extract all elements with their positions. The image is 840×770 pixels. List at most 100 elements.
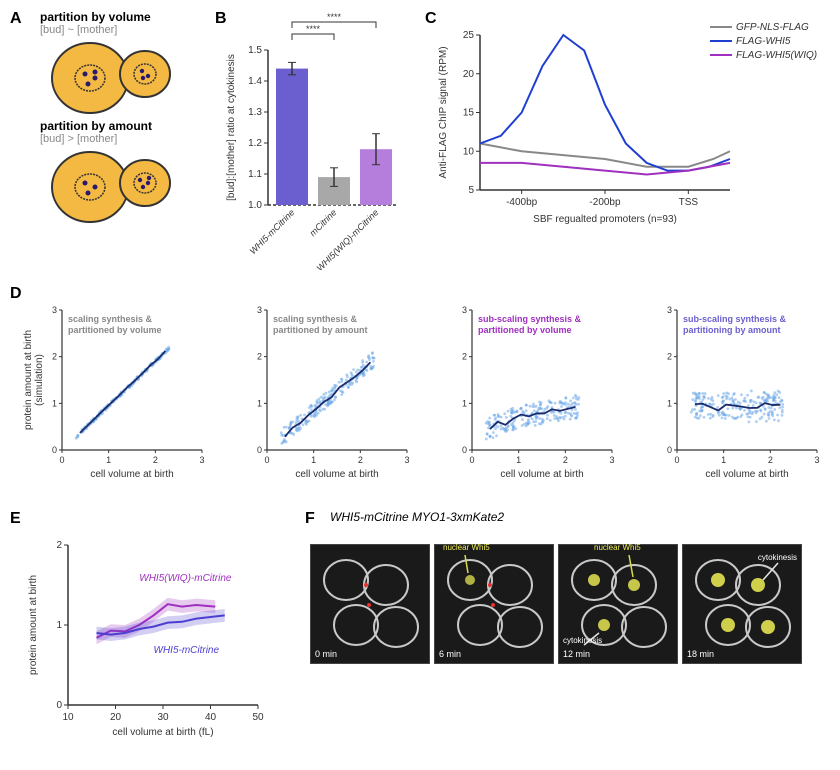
svg-text:2: 2 [56,540,62,551]
svg-text:2: 2 [768,455,773,465]
micrograph-1: nuclear Whi5 6 min [434,544,554,664]
cell-diagram-2 [40,145,200,225]
svg-text:scaling synthesis &: scaling synthesis & [68,314,153,324]
micrograph-3: cytokinesis 18 min [682,544,802,664]
svg-text:2: 2 [153,455,158,465]
svg-text:5: 5 [468,185,474,196]
svg-text:0: 0 [52,445,57,455]
svg-text:40: 40 [205,712,217,723]
svg-text:scaling synthesis &: scaling synthesis & [273,314,358,324]
svg-text:FLAG-WHI5(WIQ): FLAG-WHI5(WIQ) [736,50,817,61]
svg-text:2: 2 [667,352,672,362]
f-time-2: 12 min [563,649,590,659]
svg-text:1.0: 1.0 [248,200,262,211]
svg-text:GFP-NLS-FLAG: GFP-NLS-FLAG [736,22,809,33]
f-time-3: 18 min [687,649,714,659]
f-title: WHI5-mCitrine MYO1-3xmKate2 [330,510,810,524]
svg-text:3: 3 [609,455,614,465]
svg-text:sub-scaling synthesis &: sub-scaling synthesis & [683,314,787,324]
svg-text:1.2: 1.2 [248,138,262,149]
svg-text:1.1: 1.1 [248,169,262,180]
svg-text:cell volume at birth (fL): cell volume at birth (fL) [112,727,213,738]
svg-text:0: 0 [264,455,269,465]
svg-text:(simulation): (simulation) [34,354,45,406]
svg-text:FLAG-WHI5: FLAG-WHI5 [736,36,791,47]
svg-text:1.4: 1.4 [248,76,262,87]
svg-text:cell volume at birth: cell volume at birth [295,469,378,480]
svg-text:mCitrine: mCitrine [308,207,339,238]
svg-text:1: 1 [56,620,62,631]
svg-text:SBF regualted promoters (n=93): SBF regualted promoters (n=93) [533,214,677,225]
f-lbl-cyto-3: cytokinesis [758,553,797,562]
svg-text:cell volume at birth: cell volume at birth [705,469,788,480]
svg-text:30: 30 [157,712,169,723]
svg-text:1: 1 [516,455,521,465]
svg-text:2: 2 [462,352,467,362]
micrograph-0: 0 min [310,544,430,664]
panel-a: partition by volume [bud] ~ [mother] par… [20,10,210,228]
svg-text:0: 0 [469,455,474,465]
svg-text:0: 0 [667,445,672,455]
f-time-1: 6 min [439,649,461,659]
svg-text:0: 0 [56,700,62,711]
svg-text:WHI5-mCitrine: WHI5-mCitrine [154,645,220,656]
svg-text:partitioned by volume: partitioned by volume [478,325,572,335]
svg-text:partitioning by amount: partitioning by amount [683,325,781,335]
svg-text:0: 0 [257,445,262,455]
svg-text:WHI5-mCitrine: WHI5-mCitrine [248,207,297,256]
svg-text:15: 15 [463,108,475,119]
panel-e: 1020304050012WHI5(WIQ)-mCitrineWHI5-mCit… [20,510,280,740]
f-lbl-nuclear-1: nuclear Whi5 [443,543,490,552]
svg-text:0: 0 [462,445,467,455]
svg-text:-200bp: -200bp [589,197,621,208]
svg-text:20: 20 [110,712,122,723]
svg-text:3: 3 [462,305,467,315]
svg-text:protein amount at birth: protein amount at birth [28,575,39,675]
svg-text:****: **** [306,24,321,34]
svg-text:3: 3 [814,455,819,465]
svg-text:TSS: TSS [679,197,699,208]
a-title2: partition by amount [40,119,210,133]
svg-text:25: 25 [463,30,475,41]
svg-text:Anti-FLAG ChIP signal (RPM): Anti-FLAG ChIP signal (RPM) [438,46,449,178]
svg-text:cell volume at birth: cell volume at birth [500,469,583,480]
svg-text:1: 1 [52,398,57,408]
svg-text:cell volume at birth: cell volume at birth [90,469,173,480]
svg-text:1.3: 1.3 [248,107,262,118]
svg-text:2: 2 [52,352,57,362]
a-title1: partition by volume [40,10,210,24]
svg-text:1: 1 [311,455,316,465]
svg-text:-400bp: -400bp [506,197,538,208]
f-time-0: 0 min [315,649,337,659]
svg-text:1.5: 1.5 [248,45,262,56]
svg-text:0: 0 [674,455,679,465]
svg-text:1: 1 [462,398,467,408]
svg-text:2: 2 [257,352,262,362]
f-lbl-nuclear-2: nuclear Whi5 [594,543,641,552]
panel-c: 5 10 15 20 25 -400bp -200bp TSS Anti-FLAG ChIP s… [430,15,810,225]
a-sub1: [bud] ~ [mother] [40,24,210,36]
svg-text:0: 0 [59,455,64,465]
svg-text:3: 3 [667,305,672,315]
svg-text:3: 3 [199,455,204,465]
svg-text:10: 10 [463,146,475,157]
svg-text:sub-scaling synthesis &: sub-scaling synthesis & [478,314,582,324]
a-sub2: [bud] > [mother] [40,133,210,145]
svg-text:2: 2 [563,455,568,465]
svg-text:1: 1 [257,398,262,408]
svg-text:protein amount at birth: protein amount at birth [23,330,34,430]
cell-diagram-1 [40,36,200,116]
svg-text:1: 1 [721,455,726,465]
svg-text:1: 1 [106,455,111,465]
panel-b: 1.01.11.21.31.41.5WHI5-mCitrinemCitrineW… [220,10,420,270]
f-lbl-cyto-2: cytokinesis [563,636,602,645]
panel-d: 00112233scaling synthesis &partitioned b… [20,290,820,490]
svg-text:partitioned by amount: partitioned by amount [273,325,368,335]
svg-text:3: 3 [52,305,57,315]
svg-text:50: 50 [252,712,264,723]
svg-text:[bud]:[mother] ratio at cytoki: [bud]:[mother] ratio at cytokinesis [226,54,237,201]
svg-text:****: **** [327,12,342,22]
panel-f: WHI5-mCitrine MYO1-3xmKate2 0 min [310,510,810,664]
svg-text:20: 20 [463,69,475,80]
svg-text:3: 3 [404,455,409,465]
